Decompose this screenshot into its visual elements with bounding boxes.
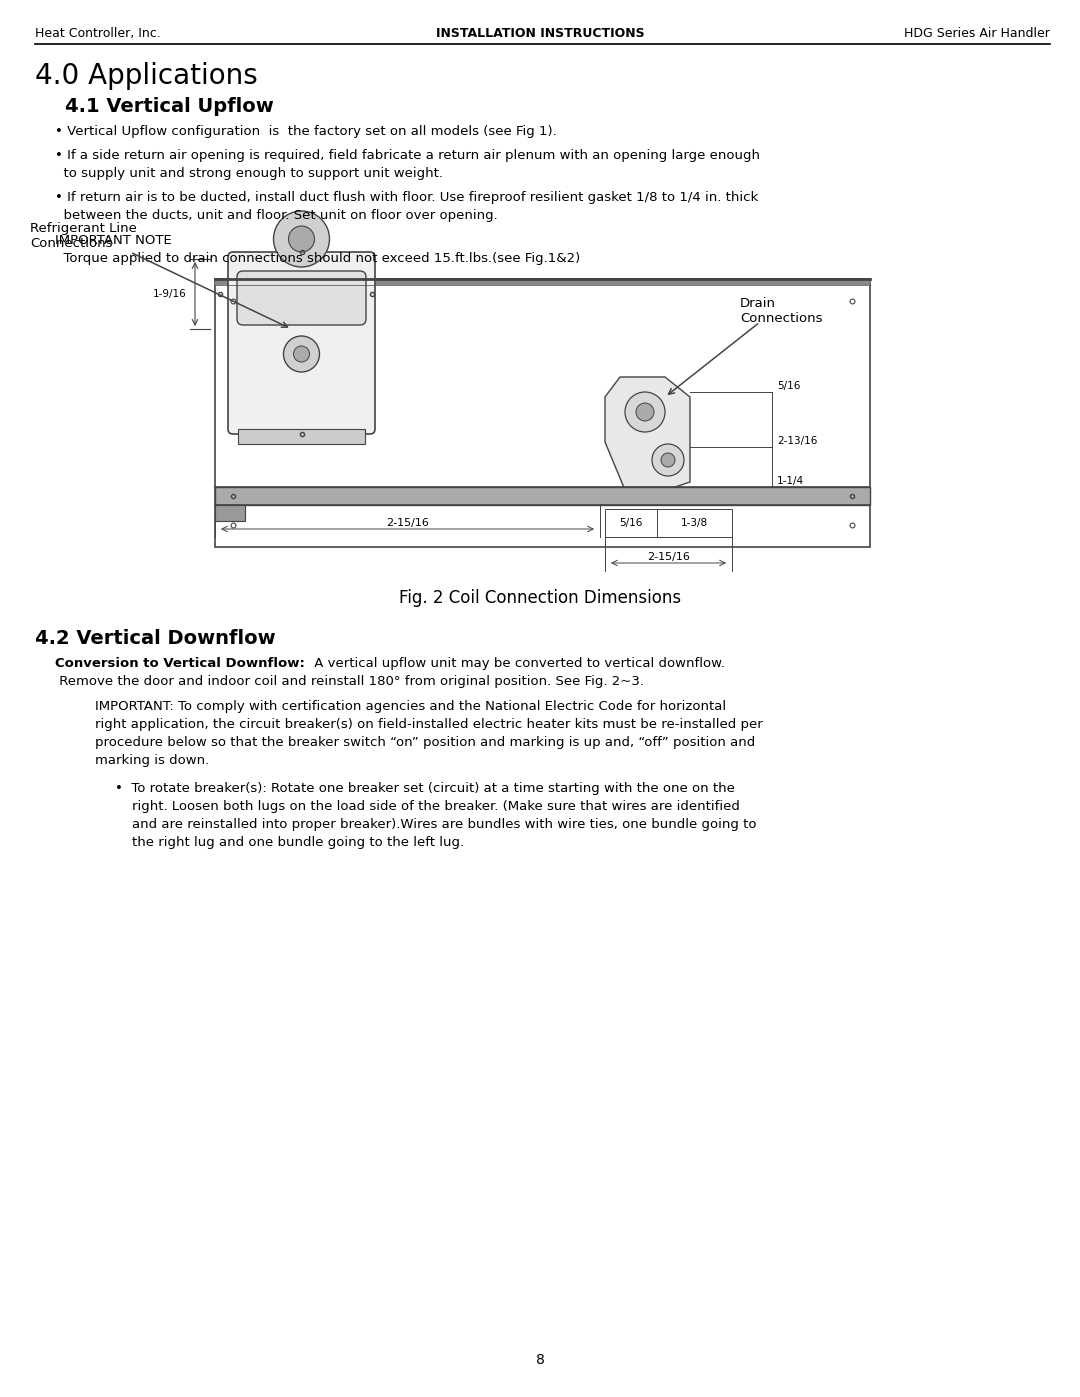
Text: right. Loosen both lugs on the load side of the breaker. (Make sure that wires a: right. Loosen both lugs on the load side… <box>114 800 740 813</box>
Text: the right lug and one bundle going to the left lug.: the right lug and one bundle going to th… <box>114 835 464 849</box>
Text: 4.2 Vertical Downflow: 4.2 Vertical Downflow <box>35 629 275 648</box>
Text: 1-3/8: 1-3/8 <box>680 518 708 528</box>
Circle shape <box>625 393 665 432</box>
Text: Torque applied to drain connections should not exceed 15.ft.lbs.(see Fig.1&2): Torque applied to drain connections shou… <box>55 251 580 265</box>
Circle shape <box>283 337 320 372</box>
Text: • If return air is to be ducted, install duct flush with floor. Use fireproof re: • If return air is to be ducted, install… <box>55 191 758 204</box>
Text: HDG Series Air Handler: HDG Series Air Handler <box>904 27 1050 41</box>
Text: Drain
Connections: Drain Connections <box>740 298 823 326</box>
FancyBboxPatch shape <box>237 271 366 326</box>
Bar <box>238 429 365 444</box>
Text: 2-15/16: 2-15/16 <box>647 552 690 562</box>
Text: Fig. 2 Coil Connection Dimensions: Fig. 2 Coil Connection Dimensions <box>399 590 681 608</box>
Text: and are reinstalled into proper breaker).Wires are bundles with wire ties, one b: and are reinstalled into proper breaker)… <box>114 819 756 831</box>
Text: IMPORTANT NOTE: IMPORTANT NOTE <box>55 235 172 247</box>
Text: 2-13/16: 2-13/16 <box>777 436 818 446</box>
Text: 1-9/16: 1-9/16 <box>153 289 187 299</box>
Text: Heat Controller, Inc.: Heat Controller, Inc. <box>35 27 161 41</box>
Text: 5/16: 5/16 <box>619 518 643 528</box>
Circle shape <box>661 453 675 467</box>
Text: 1-1/4: 1-1/4 <box>777 476 805 486</box>
Circle shape <box>636 402 654 420</box>
Circle shape <box>288 226 314 251</box>
Text: • If a side return air opening is required, field fabricate a return air plenum : • If a side return air opening is requir… <box>55 149 760 162</box>
Bar <box>215 279 870 285</box>
Text: 5/16: 5/16 <box>777 381 800 391</box>
Text: 4.1 Vertical Upflow: 4.1 Vertical Upflow <box>65 96 273 116</box>
Text: marking is down.: marking is down. <box>95 754 210 767</box>
Circle shape <box>294 346 310 362</box>
Bar <box>215 488 870 504</box>
Text: right application, the circuit breaker(s) on field-installed electric heater kit: right application, the circuit breaker(s… <box>95 718 762 731</box>
Bar <box>657 509 732 536</box>
Circle shape <box>273 211 329 267</box>
FancyBboxPatch shape <box>228 251 375 434</box>
Text: to supply unit and strong enough to support unit weight.: to supply unit and strong enough to supp… <box>55 168 443 180</box>
Text: Remove the door and indoor coil and reinstall 180° from original position. See F: Remove the door and indoor coil and rein… <box>55 675 644 687</box>
Bar <box>215 504 245 521</box>
Circle shape <box>652 444 684 476</box>
Text: INSTALLATION INSTRUCTIONS: INSTALLATION INSTRUCTIONS <box>435 27 645 41</box>
Bar <box>215 279 870 548</box>
Text: 4.0 Applications: 4.0 Applications <box>35 61 258 89</box>
Text: between the ducts, unit and floor. Set unit on floor over opening.: between the ducts, unit and floor. Set u… <box>55 210 498 222</box>
Polygon shape <box>605 377 690 502</box>
Text: 8: 8 <box>536 1354 544 1368</box>
Text: • Vertical Upflow configuration  is  the factory set on all models (see Fig 1).: • Vertical Upflow configuration is the f… <box>55 124 557 138</box>
Text: IMPORTANT: To comply with certification agencies and the National Electric Code : IMPORTANT: To comply with certification … <box>95 700 726 712</box>
Text: procedure below so that the breaker switch “on” position and marking is up and, : procedure below so that the breaker swit… <box>95 736 755 749</box>
Text: Refrigerant Line
Connections: Refrigerant Line Connections <box>30 222 137 250</box>
Text: Conversion to Vertical Downflow:: Conversion to Vertical Downflow: <box>55 657 305 671</box>
Text: •  To rotate breaker(s): Rotate one breaker set (circuit) at a time starting wit: • To rotate breaker(s): Rotate one break… <box>114 782 734 795</box>
Text: A vertical upflow unit may be converted to vertical downflow.: A vertical upflow unit may be converted … <box>310 657 725 671</box>
Bar <box>605 509 657 536</box>
Text: 2-15/16: 2-15/16 <box>386 518 429 528</box>
